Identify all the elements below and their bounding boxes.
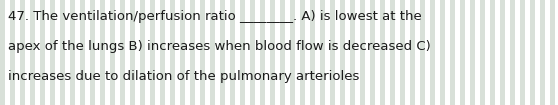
Text: apex of the lungs B) increases when blood flow is decreased C): apex of the lungs B) increases when bloo… bbox=[8, 40, 431, 53]
Text: 47. The ventilation/perfusion ratio ________. A) is lowest at the: 47. The ventilation/perfusion ratio ____… bbox=[8, 10, 422, 23]
Text: increases due to dilation of the pulmonary arterioles: increases due to dilation of the pulmona… bbox=[8, 70, 359, 83]
